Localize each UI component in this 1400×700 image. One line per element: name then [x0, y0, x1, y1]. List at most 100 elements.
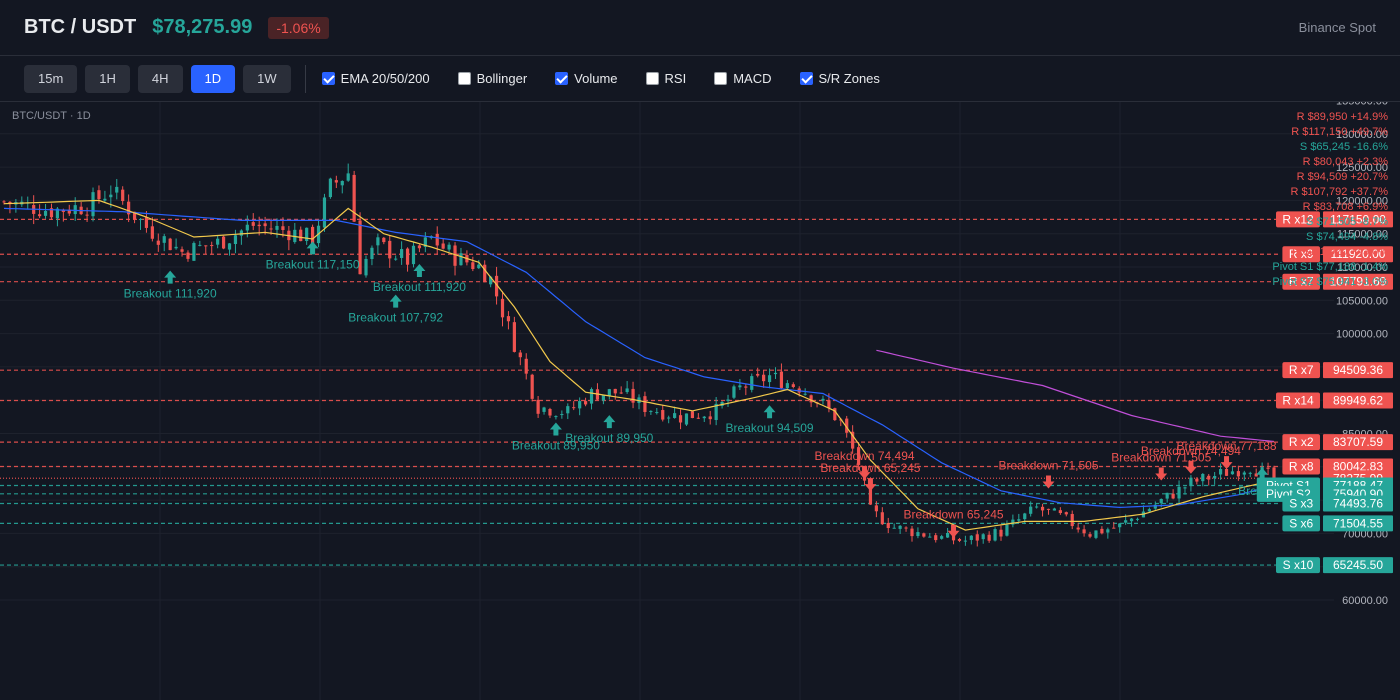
- price-chart[interactable]: 150000.00145000.00140000.00135000.001300…: [0, 102, 1400, 700]
- candle-body: [673, 413, 677, 418]
- candle-body: [934, 535, 938, 541]
- candle-body: [833, 408, 837, 421]
- zone-summary-item: R $107,792 +37.7%: [1290, 186, 1388, 198]
- candle-body: [963, 540, 968, 542]
- candle-body: [388, 240, 392, 259]
- candle-body: [1224, 469, 1229, 476]
- candle-body: [916, 532, 920, 537]
- candle-body: [851, 431, 855, 449]
- candle-body: [239, 230, 243, 236]
- signal-label: Breakdown 71,505: [1111, 450, 1211, 464]
- candle-body: [405, 248, 410, 265]
- volume-checkbox[interactable]: [555, 72, 569, 85]
- level-price-label: 83707.59: [1333, 435, 1383, 449]
- candle-body: [910, 528, 914, 537]
- ema-checkbox[interactable]: [321, 72, 335, 85]
- timeframe-1w-button[interactable]: 1W: [243, 64, 291, 93]
- candle-body: [845, 418, 849, 433]
- level-price-label: 111920.00: [1331, 247, 1386, 261]
- exchange-label: Binance Spot: [1298, 20, 1376, 35]
- candle-body: [1106, 529, 1110, 533]
- timeframe-15m-button[interactable]: 15m: [24, 64, 78, 93]
- sr-zones-checkbox[interactable]: [799, 72, 813, 85]
- bollinger-checkbox[interactable]: [457, 72, 471, 85]
- candle-body: [115, 186, 119, 193]
- candle-body: [97, 190, 101, 200]
- candle-body: [132, 211, 137, 220]
- sr-levels: [0, 218, 1278, 566]
- axis-tick-label: 125000.00: [1336, 162, 1388, 174]
- candle-body: [1029, 506, 1033, 514]
- candle-body: [868, 478, 873, 505]
- rsi-checkbox[interactable]: [645, 72, 659, 85]
- candle-body: [684, 413, 689, 425]
- breakdown-arrow-down-icon: [1042, 475, 1055, 489]
- candle-body: [542, 407, 546, 412]
- candle-body: [898, 525, 902, 529]
- level-tag-label: R x14: [1282, 394, 1314, 408]
- timeframe-1d-button[interactable]: 1D: [190, 64, 236, 93]
- indicator-volume-toggle[interactable]: Volume: [555, 71, 618, 86]
- indicator-rsi-toggle[interactable]: RSI: [645, 71, 686, 86]
- axis-tick-label: 120000.00: [1336, 195, 1388, 207]
- candle-body: [1118, 523, 1122, 528]
- candle-body: [352, 174, 356, 222]
- timeframe-4h-button[interactable]: 4H: [137, 64, 183, 93]
- candle-body: [1005, 524, 1009, 536]
- level-price-box: [1323, 557, 1393, 574]
- candle-body: [987, 534, 991, 541]
- timeframe-1h-button[interactable]: 1H: [85, 64, 130, 93]
- zone-summary-item: Pivot S1 $77,188 -1.4%: [1272, 261, 1388, 273]
- candle-body: [1248, 472, 1252, 474]
- candle-body: [1011, 519, 1015, 525]
- zone-summary-item: S $65,245 -16.6%: [1300, 141, 1388, 153]
- indicator-sr-zones-toggle[interactable]: S/R Zones: [799, 71, 880, 86]
- candle-body: [340, 180, 344, 186]
- zone-summary-item: R $83,708 +6.9%: [1303, 201, 1389, 213]
- candle-body: [216, 238, 220, 245]
- candle-body: [423, 237, 427, 247]
- candlestick-chart-svg[interactable]: 150000.00145000.00140000.00135000.001300…: [0, 102, 1400, 700]
- candle-body: [548, 409, 552, 416]
- candle-body: [892, 527, 896, 529]
- candle-body: [180, 249, 184, 252]
- last-price: $78,275.99: [152, 16, 253, 38]
- candle-body: [750, 376, 754, 390]
- candle-body: [625, 388, 629, 393]
- candle-body: [1135, 518, 1140, 520]
- level-price-label: 74493.76: [1333, 496, 1383, 510]
- candle-body: [649, 410, 653, 412]
- indicator-bollinger-toggle[interactable]: Bollinger: [457, 71, 527, 86]
- candle-body: [257, 224, 261, 227]
- level-tag-box: [1282, 515, 1320, 532]
- zone-summary-item: R $80,043 +2.3%: [1303, 156, 1389, 168]
- candle-body: [732, 386, 736, 398]
- candle-body: [400, 249, 404, 258]
- candle-body: [1266, 467, 1270, 469]
- level-price-label: 65245.50: [1333, 558, 1383, 572]
- indicator-ema-toggle[interactable]: EMA 20/50/200: [321, 71, 430, 86]
- candle-body: [655, 412, 659, 414]
- candle-body: [945, 532, 950, 538]
- candle-body: [299, 229, 303, 242]
- macd-checkbox[interactable]: [714, 72, 728, 85]
- candle-body: [364, 258, 368, 276]
- indicator-macd-toggle[interactable]: MACD: [714, 71, 772, 86]
- candle-body: [607, 389, 611, 396]
- candle-body: [1124, 520, 1128, 523]
- candle-body: [1153, 504, 1157, 509]
- candle-body: [756, 373, 760, 376]
- candle-body: [221, 236, 226, 249]
- candle-body: [678, 415, 683, 423]
- candle-body: [886, 523, 890, 529]
- candle-body: [874, 505, 878, 512]
- level-tag-box: [1282, 495, 1320, 512]
- candle-body: [411, 245, 416, 265]
- candle-body: [880, 512, 884, 525]
- zone-summary-list: R $89,950 +14.9% R $117,150 +49.7% S $65,2…: [1272, 111, 1388, 288]
- ema200-line: [876, 349, 1275, 443]
- candle-body: [1218, 469, 1223, 475]
- candle-body: [643, 396, 647, 413]
- candle-body: [578, 401, 582, 409]
- level-price-label: 94509.36: [1333, 363, 1383, 377]
